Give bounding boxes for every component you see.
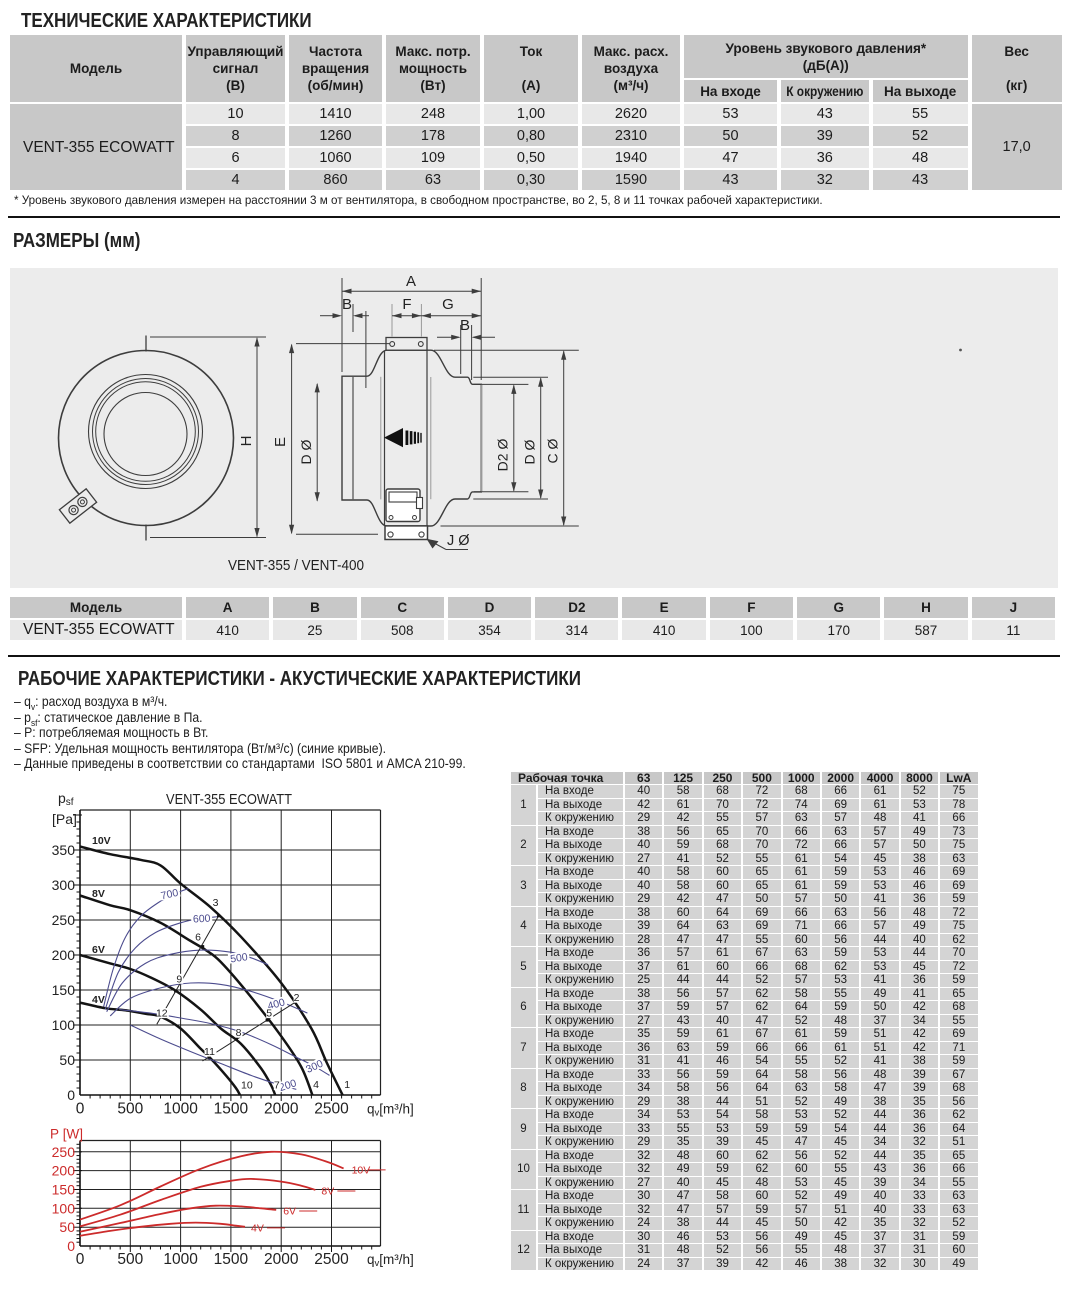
svg-text:VENT-355 ECOWATT: VENT-355 ECOWATT [166, 791, 292, 808]
svg-text:1000: 1000 [163, 1101, 198, 1118]
svg-text:500: 500 [117, 1251, 143, 1268]
svg-text:9: 9 [176, 973, 182, 985]
svg-text:2500: 2500 [314, 1101, 349, 1118]
svg-text:150: 150 [52, 982, 76, 998]
svg-text:D Ø: D Ø [298, 439, 314, 464]
svg-text:J Ø: J Ø [447, 533, 470, 549]
svg-text:8: 8 [236, 1027, 242, 1039]
svg-text:4V: 4V [92, 994, 105, 1006]
svg-text:2500: 2500 [314, 1251, 349, 1268]
svg-text:B: B [342, 296, 352, 313]
svg-text:6: 6 [195, 931, 201, 943]
svg-text:11: 11 [204, 1046, 215, 1058]
svg-text:qv[m³/h]: qv[m³/h] [367, 1252, 414, 1269]
svg-text:7: 7 [274, 1080, 280, 1092]
svg-text:6V: 6V [92, 944, 105, 956]
svg-text:12: 12 [156, 1008, 168, 1020]
svg-text:0: 0 [76, 1101, 85, 1118]
svg-text:B: B [460, 317, 470, 334]
svg-text:5: 5 [266, 1008, 272, 1020]
svg-text:300: 300 [52, 877, 76, 893]
svg-text:500: 500 [117, 1101, 143, 1118]
svg-text:psf: psf [58, 790, 74, 808]
svg-text:100: 100 [52, 1200, 76, 1216]
svg-text:4V: 4V [251, 1222, 264, 1234]
svg-text:150: 150 [52, 1182, 76, 1198]
svg-text:C Ø: C Ø [545, 438, 561, 463]
svg-text:250: 250 [52, 912, 76, 928]
svg-text:0: 0 [67, 1238, 75, 1254]
svg-text:2: 2 [294, 992, 300, 1004]
svg-text:100: 100 [52, 1017, 76, 1033]
svg-text:500: 500 [229, 951, 248, 965]
svg-text:50: 50 [59, 1219, 75, 1235]
svg-text:4: 4 [313, 1079, 319, 1091]
svg-text:8V: 8V [92, 888, 105, 900]
svg-text:VENT-355 / VENT-400: VENT-355 / VENT-400 [228, 558, 364, 574]
svg-text:50: 50 [59, 1052, 75, 1068]
svg-text:D2 Ø: D2 Ø [495, 439, 511, 472]
svg-text:10V: 10V [352, 1164, 371, 1176]
svg-text:600: 600 [193, 913, 211, 926]
svg-text:3: 3 [213, 897, 219, 909]
svg-text:8V: 8V [321, 1186, 334, 1198]
svg-text:350: 350 [52, 842, 76, 858]
svg-text:A: A [406, 273, 416, 290]
svg-text:E: E [272, 437, 289, 447]
svg-text:qv[m³/h]: qv[m³/h] [367, 1102, 414, 1119]
svg-text:D Ø: D Ø [522, 439, 538, 464]
svg-text:6V: 6V [283, 1206, 296, 1218]
svg-text:1000: 1000 [163, 1251, 198, 1268]
svg-text:10V: 10V [92, 835, 111, 847]
svg-text:200: 200 [278, 1077, 299, 1094]
svg-text:200: 200 [52, 1163, 76, 1179]
svg-text:1500: 1500 [214, 1101, 249, 1118]
svg-text:1: 1 [344, 1079, 350, 1091]
svg-text:700: 700 [160, 887, 180, 902]
svg-text:H: H [238, 436, 255, 447]
svg-text:250: 250 [52, 1144, 76, 1160]
svg-text:F: F [402, 296, 411, 313]
svg-text:P [W]: P [W] [50, 1127, 83, 1142]
svg-text:[Pa]: [Pa] [52, 811, 77, 827]
svg-text:200: 200 [52, 947, 76, 963]
svg-text:0: 0 [67, 1087, 75, 1103]
svg-text:2000: 2000 [264, 1101, 299, 1118]
svg-text:2000: 2000 [264, 1251, 299, 1268]
svg-text:G: G [442, 296, 454, 313]
svg-text:10: 10 [241, 1080, 253, 1092]
svg-text:0: 0 [76, 1251, 85, 1268]
svg-text:1500: 1500 [214, 1251, 249, 1268]
